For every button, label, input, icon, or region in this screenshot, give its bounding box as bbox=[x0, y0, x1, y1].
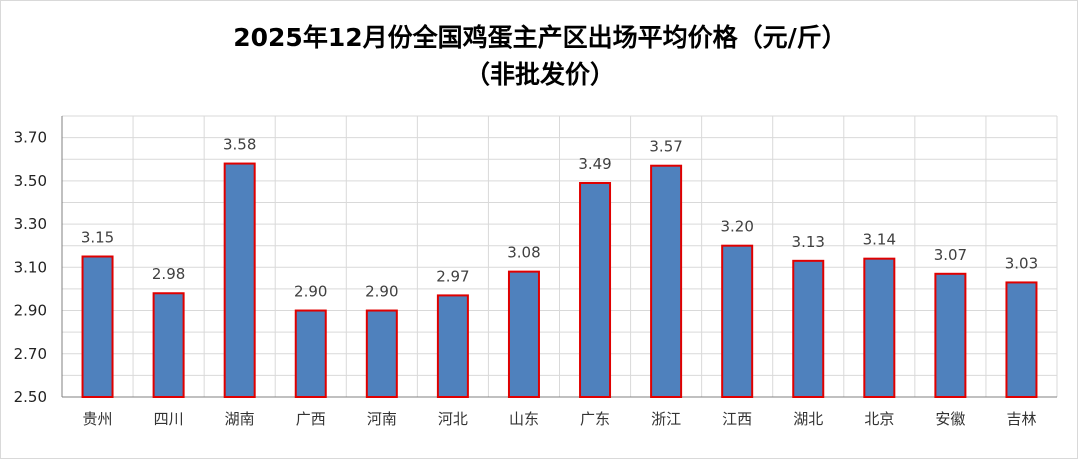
chart-title: 2025年12月份全国鸡蛋主产区出场平均价格（元/斤） bbox=[233, 23, 847, 52]
bar bbox=[152, 292, 185, 398]
bar bbox=[1005, 281, 1038, 399]
x-tick-label: 四川 bbox=[154, 410, 184, 428]
bar bbox=[507, 270, 540, 398]
x-tick-label: 山东 bbox=[509, 410, 539, 428]
x-tick-label: 湖南 bbox=[225, 410, 255, 428]
data-label: 3.03 bbox=[1005, 254, 1038, 272]
x-tick-label: 安徽 bbox=[935, 410, 965, 428]
data-label: 3.15 bbox=[81, 229, 114, 247]
bar bbox=[81, 255, 114, 398]
data-label: 3.14 bbox=[863, 231, 896, 249]
bar bbox=[721, 244, 754, 398]
y-tick-label: 2.50 bbox=[14, 388, 47, 406]
bar bbox=[934, 272, 967, 398]
x-tick-label: 江西 bbox=[722, 410, 752, 428]
data-label: 3.08 bbox=[507, 244, 540, 262]
bar bbox=[436, 294, 469, 398]
x-tick-label: 湖北 bbox=[793, 410, 823, 428]
data-label: 2.97 bbox=[436, 267, 469, 285]
data-label: 3.49 bbox=[578, 155, 611, 173]
x-tick-label: 河南 bbox=[367, 410, 397, 428]
x-tick-label: 北京 bbox=[864, 410, 894, 428]
x-tick-label: 河北 bbox=[438, 410, 468, 428]
bar bbox=[792, 259, 825, 399]
data-label: 3.58 bbox=[223, 136, 256, 154]
x-tick-label: 广西 bbox=[296, 410, 326, 428]
data-label: 3.07 bbox=[934, 246, 967, 264]
y-tick-label: 2.70 bbox=[14, 345, 47, 363]
data-label: 3.20 bbox=[720, 218, 753, 236]
bar bbox=[365, 309, 398, 398]
y-tick-label: 2.90 bbox=[14, 302, 47, 320]
x-tick-label: 浙江 bbox=[651, 410, 681, 428]
x-tick-label: 吉林 bbox=[1006, 410, 1036, 428]
bar bbox=[579, 182, 612, 398]
bar bbox=[294, 309, 327, 398]
data-label: 3.57 bbox=[649, 138, 682, 156]
y-tick-label: 3.30 bbox=[14, 215, 47, 233]
x-tick-label: 广东 bbox=[580, 410, 610, 428]
bar bbox=[863, 257, 896, 398]
y-tick-label: 3.50 bbox=[14, 172, 47, 190]
y-tick-label: 3.70 bbox=[14, 129, 47, 147]
bar bbox=[650, 164, 683, 398]
data-label: 2.90 bbox=[294, 283, 327, 301]
x-tick-label: 贵州 bbox=[83, 410, 113, 428]
chart-subtitle: （非批发价） bbox=[464, 60, 615, 89]
bar bbox=[223, 162, 256, 398]
y-tick-label: 3.10 bbox=[14, 258, 47, 276]
data-label: 3.13 bbox=[792, 233, 825, 251]
data-label: 2.98 bbox=[152, 265, 185, 283]
data-label: 2.90 bbox=[365, 283, 398, 301]
